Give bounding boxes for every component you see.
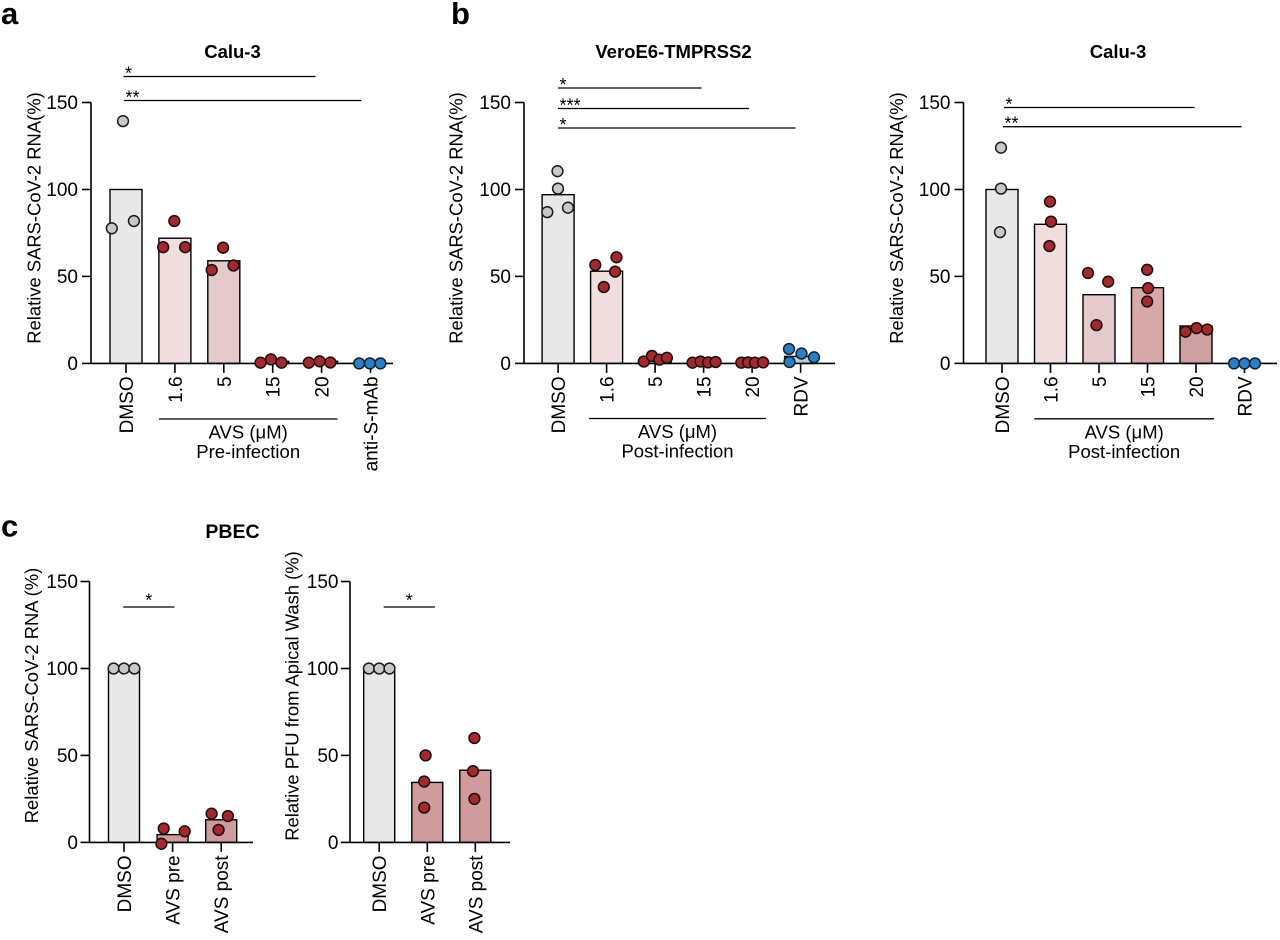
svg-text:*: * [1006,95,1013,115]
svg-text:AVS pre: AVS pre [418,855,439,924]
svg-text:RDV: RDV [792,376,813,416]
svg-text:150: 150 [479,93,511,114]
svg-text:Relative SARS-CoV-2 RNA(%): Relative SARS-CoV-2 RNA(%) [24,92,45,343]
svg-text:a: a [1,0,19,31]
svg-text:*: * [560,115,567,135]
svg-text:15: 15 [695,376,716,397]
svg-text:0: 0 [328,833,339,854]
svg-text:*: * [560,75,567,95]
svg-text:***: *** [560,96,581,116]
svg-text:DMSO: DMSO [370,855,391,912]
svg-text:Relative SARS-CoV-2 RNA(%): Relative SARS-CoV-2 RNA(%) [446,92,467,343]
svg-text:5: 5 [215,376,236,387]
svg-text:100: 100 [479,180,511,201]
svg-text:5: 5 [1090,376,1111,387]
svg-text:150: 150 [919,93,951,114]
svg-text:Pre-infection: Pre-infection [196,441,300,462]
svg-text:VeroE6-TMPRSS2: VeroE6-TMPRSS2 [595,41,751,62]
svg-text:PBEC: PBEC [205,521,259,543]
svg-text:100: 100 [46,659,78,680]
svg-text:150: 150 [46,572,78,593]
svg-text:DMSO: DMSO [993,376,1014,433]
svg-text:AVS pre: AVS pre [164,855,185,924]
svg-text:*: * [145,591,152,611]
svg-text:RDV: RDV [1236,376,1257,416]
svg-text:AVS (μM): AVS (μM) [638,421,717,442]
svg-text:Calu-3: Calu-3 [1090,41,1147,62]
svg-text:100: 100 [307,659,339,680]
svg-text:150: 150 [46,93,78,114]
svg-text:100: 100 [46,180,78,201]
svg-text:50: 50 [929,267,950,288]
svg-text:150: 150 [307,572,339,593]
svg-text:0: 0 [67,354,78,375]
svg-text:AVS (μM): AVS (μM) [1085,421,1164,442]
svg-text:100: 100 [919,180,951,201]
svg-text:DMSO: DMSO [549,376,570,433]
svg-text:0: 0 [67,833,78,854]
svg-text:5: 5 [646,376,667,387]
svg-text:DMSO: DMSO [115,855,136,912]
svg-text:Relative SARS-CoV-2 RNA(%): Relative SARS-CoV-2 RNA(%) [886,92,907,343]
svg-text:1.6: 1.6 [166,376,187,402]
svg-text:Post-infection: Post-infection [1068,441,1180,462]
svg-text:Post-infection: Post-infection [621,441,733,462]
svg-text:**: ** [1005,114,1019,134]
svg-text:Relative PFU from Apical Wash: Relative PFU from Apical Wash (%) [282,551,303,841]
svg-text:**: ** [126,88,140,108]
svg-text:0: 0 [940,354,951,375]
svg-text:AVS post: AVS post [212,855,233,934]
svg-text:50: 50 [57,746,78,767]
svg-text:anti-S-mAb: anti-S-mAb [362,376,383,471]
svg-text:*: * [406,591,413,611]
svg-text:Calu-3: Calu-3 [204,41,261,62]
svg-text:20: 20 [1187,376,1208,397]
svg-text:20: 20 [743,376,764,397]
svg-text:50: 50 [57,267,78,288]
svg-text:AVS post: AVS post [466,855,487,934]
svg-text:15: 15 [1139,376,1160,397]
svg-text:*: * [125,64,132,84]
svg-text:50: 50 [317,746,338,767]
svg-text:0: 0 [500,354,511,375]
svg-text:AVS (μM): AVS (μM) [209,422,288,443]
svg-text:1.6: 1.6 [1042,376,1063,402]
svg-text:50: 50 [490,267,511,288]
svg-text:b: b [451,0,470,31]
svg-text:20: 20 [313,376,334,397]
svg-text:15: 15 [264,376,285,397]
svg-text:Relative SARS-CoV-2 RNA (%): Relative SARS-CoV-2 RNA (%) [21,568,42,824]
svg-text:1.6: 1.6 [598,376,619,402]
svg-text:c: c [1,509,18,544]
svg-text:DMSO: DMSO [117,376,138,433]
